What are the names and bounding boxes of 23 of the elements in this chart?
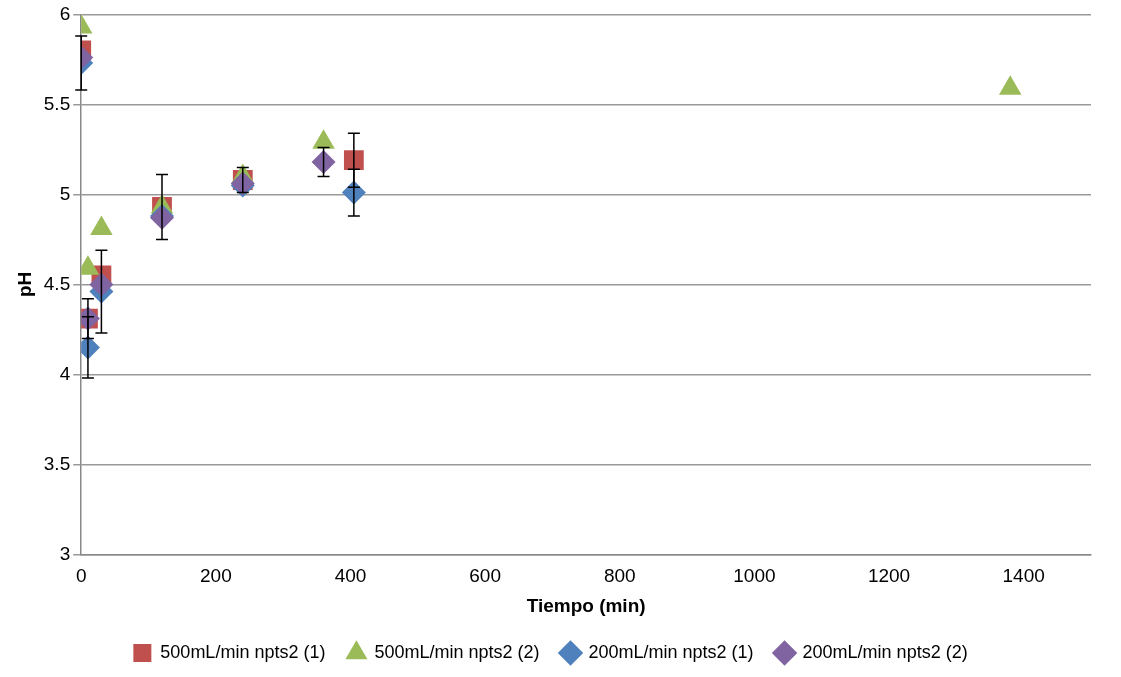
y-axis-title: pH — [13, 271, 35, 298]
x-tick-label: 600 — [469, 565, 501, 587]
x-tick-label: 1000 — [733, 565, 776, 587]
x-tick-label: 800 — [603, 565, 636, 587]
x-tick-label: 0 — [75, 565, 87, 587]
point — [89, 272, 114, 297]
y-tick-label: 5 — [59, 182, 71, 204]
y-tick-label: 4.5 — [43, 272, 71, 294]
legend-label: 500mL/min npts2 (1) — [160, 641, 326, 662]
x-tick-label: 1400 — [1002, 565, 1045, 587]
legend-label: 200mL/min npts2 (2) — [802, 641, 968, 662]
y-tick-label: 3.5 — [43, 452, 71, 474]
x-tick-label: 400 — [334, 565, 367, 587]
legend-label: 500mL/min npts2 (2) — [374, 641, 540, 662]
y-tick-label: 6 — [59, 2, 71, 24]
x-tick-label: 200 — [200, 565, 232, 587]
x-tick-label: 1200 — [867, 565, 911, 587]
y-tick-label: 3 — [59, 542, 71, 564]
point — [311, 150, 336, 174]
x-axis-title: Tiempo (min) — [526, 594, 646, 616]
y-tick-label: 5.5 — [43, 92, 71, 114]
y-tick-label: 4 — [59, 362, 71, 384]
legend-label: 200mL/min npts2 (1) — [588, 641, 754, 662]
